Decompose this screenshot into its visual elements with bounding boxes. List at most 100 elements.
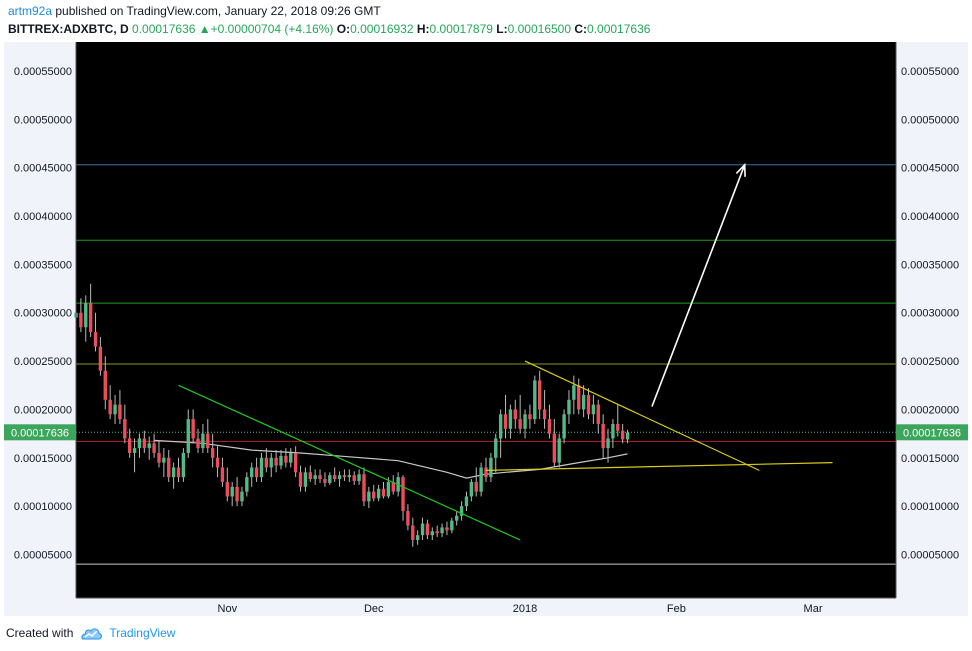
y-tick-label-left: 0.00055000	[14, 66, 72, 78]
candle-body	[230, 486, 234, 497]
y-tick-label-left: 0.00035000	[14, 259, 72, 271]
candle-body	[103, 370, 107, 400]
arrow-head-icon	[735, 162, 746, 177]
candle-body	[586, 394, 591, 415]
candle-body	[440, 527, 444, 534]
candle-body	[342, 475, 347, 478]
candle-body	[547, 419, 552, 434]
tradingview-cloud-icon[interactable]	[79, 626, 103, 640]
candle-body	[411, 525, 415, 540]
candle-body	[337, 475, 342, 480]
candle-body	[323, 479, 327, 483]
y-tick-label-right: 0.00045000	[901, 163, 959, 175]
trendline	[178, 384, 521, 541]
candle-body	[542, 409, 547, 420]
last-price-label-right: 0.00017636	[903, 427, 961, 439]
low-value: 0.00016500	[507, 22, 572, 36]
candle-body	[464, 496, 469, 507]
candle-body	[596, 404, 600, 424]
candle-body	[274, 457, 278, 466]
candle-body	[508, 409, 513, 429]
publish-info: artm92a published on TradingView.com, Ja…	[8, 4, 381, 20]
candle-body	[254, 467, 259, 478]
y-tick-label-left: 0.00025000	[14, 356, 72, 368]
y-tick-label-right: 0.00050000	[901, 114, 959, 126]
candle-body	[84, 303, 88, 328]
candle-body	[562, 414, 566, 439]
y-tick-label-left: 0.00020000	[14, 404, 72, 416]
candle-body	[303, 472, 308, 487]
y-tick-label-right: 0.00025000	[901, 356, 959, 368]
candle-body	[225, 481, 230, 497]
candle-body	[372, 491, 376, 499]
candle-body	[152, 443, 156, 453]
projection-arrow	[651, 164, 746, 407]
y-tick-label-left: 0.00015000	[14, 453, 72, 465]
author-link[interactable]: artm92a	[8, 4, 53, 18]
y-tick-label-left: 0.00050000	[14, 114, 72, 126]
candle-body	[523, 414, 527, 429]
candle-body	[513, 409, 517, 420]
candle-body	[572, 385, 576, 400]
candle-body	[489, 457, 493, 478]
x-tick-label: 2018	[513, 603, 537, 615]
candle-body	[181, 452, 186, 478]
candle-body	[577, 385, 581, 410]
candle-body	[259, 457, 264, 478]
plot-area	[76, 42, 896, 598]
footer: Created with TradingView	[6, 626, 175, 640]
candle-body	[503, 414, 508, 429]
last-price-badge-right	[896, 424, 968, 441]
candle-body	[567, 399, 571, 415]
candle-body	[347, 475, 352, 478]
candle-body	[430, 531, 435, 536]
y-tick-label-left: 0.00005000	[14, 549, 72, 561]
candle-body	[284, 455, 288, 463]
candle-body	[79, 312, 83, 328]
candle-body	[142, 438, 147, 449]
triangle-up-icon: ▲	[198, 22, 211, 36]
candle-body	[537, 380, 542, 410]
candle-body	[157, 452, 161, 463]
candle-body	[196, 438, 200, 449]
candle-body	[176, 467, 181, 478]
candle-body	[279, 455, 283, 466]
candle-body	[118, 404, 122, 420]
open-value: 0.00016932	[350, 22, 414, 36]
candle-body	[147, 443, 151, 449]
tradingview-link[interactable]: TradingView	[109, 626, 176, 640]
candle-body	[88, 303, 93, 333]
candle-body	[367, 491, 371, 502]
candle-body	[498, 414, 503, 439]
candle-body	[479, 467, 483, 492]
candle-body	[332, 475, 337, 480]
x-tick-label: Mar	[804, 603, 823, 615]
candle-body	[137, 438, 142, 449]
y-tick-label-right: 0.00030000	[901, 308, 959, 320]
candle-body	[420, 523, 425, 536]
candle-body	[518, 419, 522, 429]
price-chart[interactable]: 0.00005000 0.00005000 0.00010000 0.00010000…	[4, 42, 968, 616]
candle-body	[201, 433, 205, 449]
candle-body	[459, 506, 464, 516]
candle-body	[445, 527, 449, 531]
symbol-info: BITTREX:ADXBTC, D 0.00017636 ▲+0.0000070…	[8, 22, 650, 38]
open-label: O:	[336, 22, 351, 36]
y-tick-label-right: 0.00010000	[901, 501, 959, 513]
candle-body	[235, 486, 239, 502]
candle-body	[391, 481, 395, 492]
candle-body	[210, 448, 215, 458]
candle-body	[591, 404, 596, 415]
close-label: C:	[574, 22, 588, 36]
candle-body	[533, 380, 537, 420]
candle-body	[167, 457, 171, 478]
candle-body	[528, 414, 532, 420]
close-value: 0.00017636	[587, 22, 651, 36]
candle-body	[240, 491, 244, 502]
chart-frame: 0.00005000 0.00005000 0.00010000 0.00010000…	[4, 42, 968, 616]
last-price-label-left: 0.00017636	[11, 427, 69, 439]
y-tick-label-left: 0.00010000	[14, 501, 72, 513]
last-price: 0.00017636	[132, 22, 196, 36]
candle-body	[581, 394, 586, 410]
publish-text: published on TradingView.com, January 22…	[55, 4, 381, 18]
